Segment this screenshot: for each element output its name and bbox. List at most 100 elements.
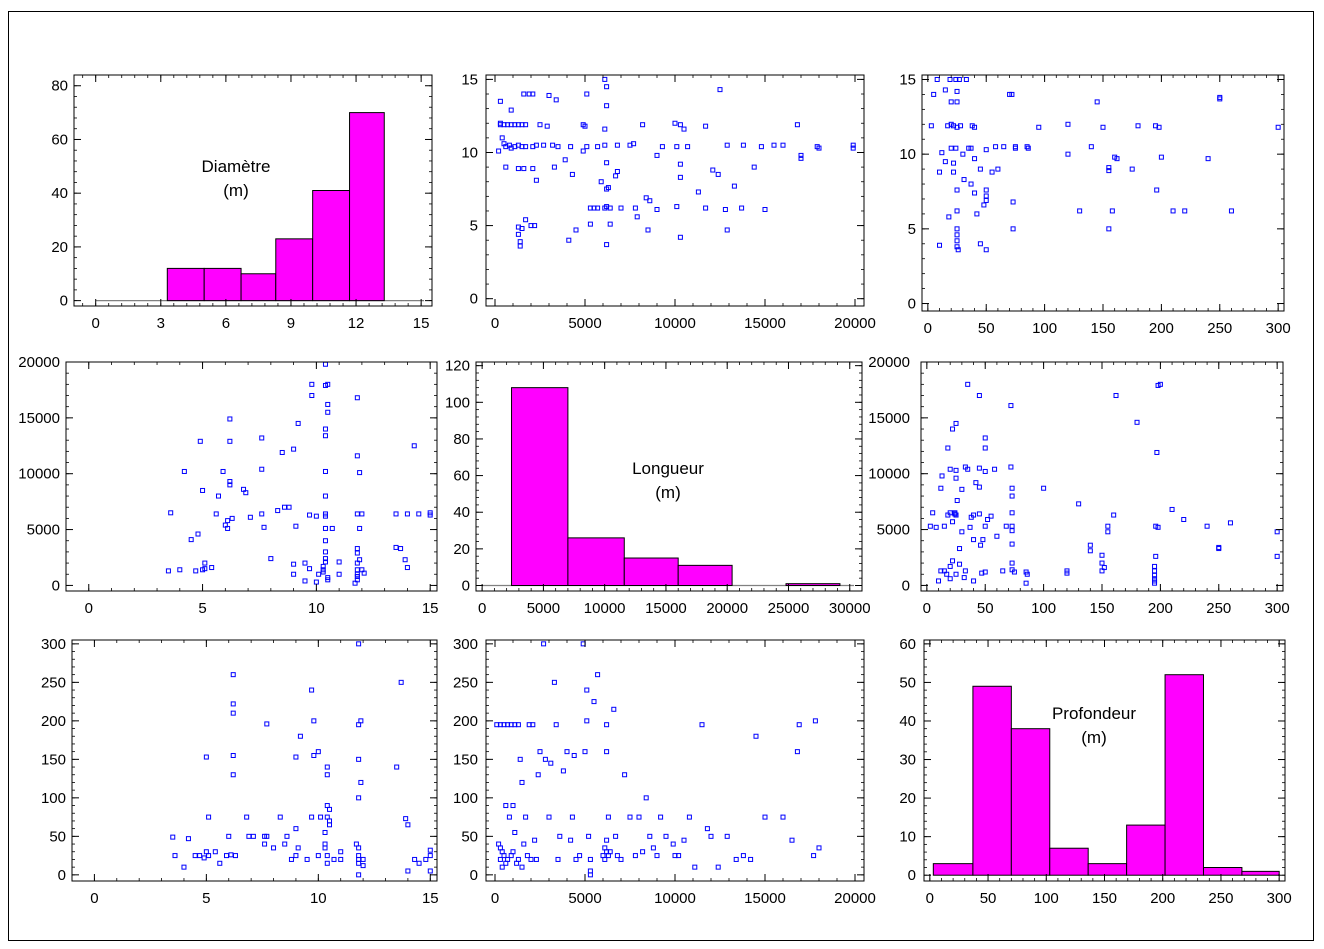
scatter-point — [307, 566, 313, 572]
y-tick-label: 10 — [899, 146, 916, 163]
scatter-point — [692, 864, 698, 870]
panel-scatter-diametre-vs-longueur: 0 5 10 15 0 5000 10000 15000 20000 — [18, 354, 438, 617]
scatter-point — [555, 144, 561, 150]
scatter-point — [670, 841, 676, 847]
scatter-point — [1064, 568, 1070, 574]
scatter-point — [634, 214, 640, 220]
scatter-point — [532, 837, 538, 843]
scatter-point — [244, 814, 250, 820]
scatter-point — [1011, 569, 1017, 575]
scatter-point — [748, 856, 754, 862]
x-tick-label: 50 — [978, 320, 995, 337]
scatter-point — [293, 523, 299, 529]
histogram-bar — [511, 387, 569, 587]
scatter-point — [1105, 529, 1111, 535]
y-tick-label: 40 — [453, 504, 470, 521]
scatter-point — [937, 169, 943, 175]
scatter-point — [780, 814, 786, 820]
scatter-point — [359, 511, 365, 517]
scatter-point — [1009, 560, 1015, 566]
scatter-point — [1113, 393, 1119, 399]
scatter-point — [553, 722, 559, 728]
scatter-point — [961, 575, 967, 581]
x-tick-label: 10000 — [654, 315, 696, 332]
scatter-point — [982, 435, 988, 441]
scatter-point — [762, 814, 768, 820]
scatter-point — [293, 754, 299, 760]
x-tick-label: 15 — [422, 890, 439, 907]
scatter-point — [356, 872, 362, 878]
scatter-point — [1087, 548, 1093, 554]
scatter-point — [974, 211, 980, 217]
scatter-point — [952, 511, 958, 517]
scatter-point — [960, 151, 966, 157]
scatter-point — [508, 107, 514, 113]
scatter-point — [1012, 145, 1018, 151]
scatter-point — [708, 833, 714, 839]
x-tick-label: 15000 — [744, 890, 786, 907]
scatter-point — [541, 142, 547, 148]
histogram-annotation: (m) — [223, 181, 248, 200]
scatter-point — [291, 561, 297, 567]
scatter-point — [354, 511, 360, 517]
scatter-point — [230, 701, 236, 707]
scatter-point — [427, 847, 433, 853]
scatter-point — [1009, 523, 1015, 529]
scatter-point — [532, 223, 538, 229]
scatter-point — [954, 88, 960, 94]
y-tick-label: 0 — [908, 296, 916, 313]
histogram-bar — [1087, 863, 1128, 876]
scatter-point — [338, 849, 344, 855]
x-tick-label: 9 — [287, 315, 295, 332]
scatter-point — [315, 749, 321, 755]
scatter-point — [318, 814, 324, 820]
histogram-bar — [349, 112, 385, 302]
scatter-point — [227, 438, 233, 444]
y-tick-label: 5000 — [877, 522, 910, 539]
scatter-point — [672, 120, 678, 126]
x-tick-label: 15 — [413, 315, 430, 332]
scatter-point — [324, 853, 330, 859]
scatter-point — [1158, 154, 1164, 160]
scatter-point — [1024, 144, 1030, 150]
y-tick-label: 250 — [453, 674, 478, 691]
axes-frame — [65, 361, 438, 592]
scatter-point — [967, 524, 973, 530]
scatter-point — [551, 164, 557, 170]
scatter-point — [247, 514, 253, 520]
y-tick-label: 20000 — [18, 354, 60, 371]
scatter-point — [677, 122, 683, 128]
plot-area — [496, 76, 856, 249]
scatter-point — [322, 549, 328, 555]
y-tick-label: 50 — [899, 674, 916, 691]
scatter-point — [230, 710, 236, 716]
scatter-point — [1217, 94, 1223, 100]
scatter-point — [213, 511, 219, 517]
scatter-point — [580, 148, 586, 154]
scatter-point — [1087, 542, 1093, 548]
scatter-point — [512, 829, 518, 835]
scatter-point — [602, 142, 608, 148]
plot-area — [494, 641, 822, 878]
scatter-point — [953, 512, 959, 518]
scatter-point — [939, 150, 945, 156]
scatter-point — [1275, 124, 1281, 130]
scatter-point — [327, 822, 333, 828]
scatter-point — [1205, 156, 1211, 162]
scatter-point — [530, 722, 536, 728]
scatter-point — [206, 814, 212, 820]
scatter-point — [931, 91, 937, 97]
scatter-point — [412, 856, 418, 862]
scatter-point — [1157, 381, 1163, 387]
scatter-point — [411, 443, 417, 449]
scatter-point — [230, 672, 236, 678]
scatter-point — [227, 479, 233, 485]
histogram-bar — [1241, 870, 1280, 876]
scatter-point — [569, 171, 575, 177]
x-tick-label: 0 — [90, 890, 98, 907]
scatter-point — [1228, 208, 1234, 214]
y-tick-label: 20 — [899, 790, 916, 807]
scatter-point — [604, 103, 610, 109]
scatter-point — [262, 841, 268, 847]
scatter-point — [197, 853, 203, 859]
